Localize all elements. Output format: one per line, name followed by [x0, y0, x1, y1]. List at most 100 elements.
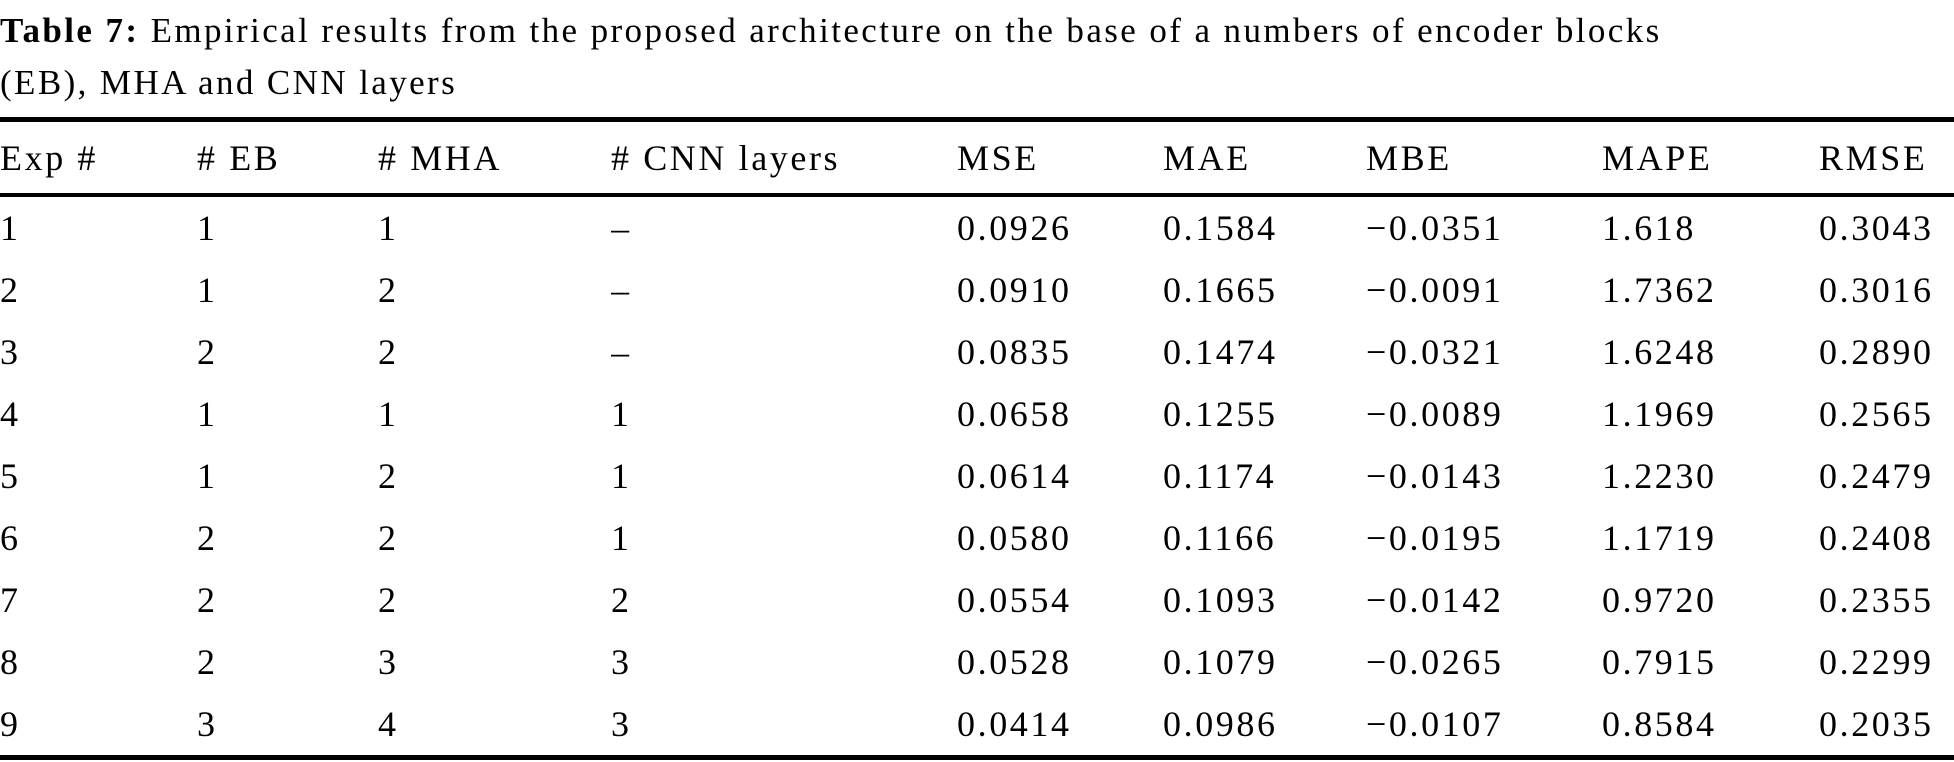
cell-r1-c8: 0.3043 [1819, 208, 1934, 248]
table-row: 6 2 2 1 0.0580 0.1166 −0.0195 1.1719 0.2408 [0, 507, 1954, 569]
column-header-3: # CNN layers [611, 119, 957, 197]
cell-r1-c0: 1 [0, 208, 21, 248]
cell-r8-c7: 0.7915 [1602, 642, 1717, 682]
cell-r6-c3: 1 [611, 518, 632, 558]
cell-r2-c0: 2 [0, 270, 21, 310]
cell-r7-c7: 0.9720 [1602, 580, 1717, 620]
cell-r1-c4: 0.0926 [957, 208, 1072, 248]
cell-r9-c4: 0.0414 [957, 704, 1072, 744]
column-header-5: MAE [1163, 119, 1366, 197]
header-row: Exp # # EB # MHA # CNN layers MSE MAE MBE MAPE R… [0, 119, 1954, 197]
cell-r6-c6: −0.0195 [1366, 518, 1504, 558]
cell-r1-c6: −0.0351 [1366, 208, 1504, 248]
cell-r8-c0: 8 [0, 642, 21, 682]
cell-r4-c2: 1 [378, 394, 399, 434]
cell-r3-c3: – [611, 332, 632, 372]
cell-r3-c2: 2 [378, 332, 399, 372]
cell-r5-c4: 0.0614 [957, 456, 1072, 496]
cell-r4-c1: 1 [197, 394, 218, 434]
cell-r9-c3: 3 [611, 704, 632, 744]
cell-r6-c5: 0.1166 [1163, 518, 1277, 558]
cell-r7-c6: −0.0142 [1366, 580, 1504, 620]
cell-r1-c5: 0.1584 [1163, 208, 1278, 248]
table-row: 8 2 3 3 0.0528 0.1079 −0.0265 0.7915 0.2299 [0, 631, 1954, 693]
column-header-0: Exp # [0, 119, 197, 197]
column-header-2: # MHA [378, 119, 611, 197]
table-row: 4 1 1 1 0.0658 0.1255 −0.0089 1.1969 0.2565 [0, 383, 1954, 445]
cell-r7-c3: 2 [611, 580, 632, 620]
cell-r1-c2: 1 [378, 208, 399, 248]
cell-r2-c5: 0.1665 [1163, 270, 1278, 310]
cell-r8-c5: 0.1079 [1163, 642, 1278, 682]
table-row: 9 3 4 3 0.0414 0.0986 −0.0107 0.8584 0.2035 [0, 693, 1954, 758]
cell-r5-c0: 5 [0, 456, 21, 496]
results-table: Exp # # EB # MHA # CNN layers MSE MAE MBE MAPE R… [0, 117, 1954, 760]
cell-r5-c8: 0.2479 [1819, 456, 1934, 496]
cell-r7-c5: 0.1093 [1163, 580, 1278, 620]
cell-r2-c1: 1 [197, 270, 218, 310]
cell-r4-c5: 0.1255 [1163, 394, 1278, 434]
cell-r7-c8: 0.2355 [1819, 580, 1934, 620]
cell-r5-c7: 1.2230 [1602, 456, 1717, 496]
cell-r6-c1: 2 [197, 518, 218, 558]
cell-r8-c6: −0.0265 [1366, 642, 1504, 682]
cell-r2-c2: 2 [378, 270, 399, 310]
cell-r3-c8: 0.2890 [1819, 332, 1934, 372]
cell-r8-c1: 2 [197, 642, 218, 682]
table-row: 3 2 2 – 0.0835 0.1474 −0.0321 1.6248 0.2890 [0, 321, 1954, 383]
cell-r9-c6: −0.0107 [1366, 704, 1504, 744]
cell-r1-c3: – [611, 208, 632, 248]
cell-r4-c4: 0.0658 [957, 394, 1072, 434]
column-header-4: MSE [957, 119, 1163, 197]
cell-r5-c2: 2 [378, 456, 399, 496]
cell-r9-c2: 4 [378, 704, 399, 744]
table-caption-label: Table 7: [0, 11, 140, 50]
cell-r3-c7: 1.6248 [1602, 332, 1717, 372]
cell-r9-c1: 3 [197, 704, 218, 744]
cell-r6-c0: 6 [0, 518, 21, 558]
cell-r4-c0: 4 [0, 394, 21, 434]
cell-r2-c4: 0.0910 [957, 270, 1072, 310]
cell-r5-c5: 0.1174 [1163, 456, 1277, 496]
cell-r4-c7: 1.1969 [1602, 394, 1717, 434]
column-header-7: MAPE [1602, 119, 1819, 197]
cell-r7-c0: 7 [0, 580, 21, 620]
cell-r9-c7: 0.8584 [1602, 704, 1717, 744]
table-caption-text-line1: Empirical results from the proposed arch… [139, 11, 1662, 50]
table-row: 7 2 2 2 0.0554 0.1093 −0.0142 0.9720 0.2355 [0, 569, 1954, 631]
cell-r9-c0: 9 [0, 704, 21, 744]
cell-r9-c8: 0.2035 [1819, 704, 1934, 744]
table-row: 5 1 2 1 0.0614 0.1174 −0.0143 1.2230 0.2479 [0, 445, 1954, 507]
cell-r3-c5: 0.1474 [1163, 332, 1278, 372]
table-row: 2 1 2 – 0.0910 0.1665 −0.0091 1.7362 0.3016 [0, 259, 1954, 321]
cell-r7-c1: 2 [197, 580, 218, 620]
cell-r2-c6: −0.0091 [1366, 270, 1504, 310]
cell-r3-c1: 2 [197, 332, 218, 372]
table-caption-text-line2: (EB), MHA and CNN layers [0, 63, 458, 102]
cell-r8-c2: 3 [378, 642, 399, 682]
cell-r8-c3: 3 [611, 642, 632, 682]
cell-r1-c7: 1.618 [1602, 208, 1696, 248]
cell-r6-c4: 0.0580 [957, 518, 1072, 558]
cell-r9-c5: 0.0986 [1163, 704, 1278, 744]
cell-r6-c8: 0.2408 [1819, 518, 1934, 558]
column-header-6: MBE [1366, 119, 1602, 197]
cell-r2-c8: 0.3016 [1819, 270, 1934, 310]
cell-r6-c7: 1.1719 [1602, 518, 1717, 558]
cell-r6-c2: 2 [378, 518, 399, 558]
cell-r5-c6: −0.0143 [1366, 456, 1504, 496]
cell-r7-c2: 2 [378, 580, 399, 620]
cell-r8-c8: 0.2299 [1819, 642, 1934, 682]
results-table-body: 1 1 1 – 0.0926 0.1584 −0.0351 1.618 0.3043 2 1 2 – 0.… [0, 195, 1954, 758]
cell-r4-c8: 0.2565 [1819, 394, 1934, 434]
column-header-8: RMSE [1819, 119, 1954, 197]
table-caption: Table 7: Empirical results from the prop… [0, 0, 1954, 109]
cell-r1-c1: 1 [197, 208, 218, 248]
cell-r4-c6: −0.0089 [1366, 394, 1504, 434]
column-header-1: # EB [197, 119, 378, 197]
cell-r5-c1: 1 [197, 456, 218, 496]
cell-r5-c3: 1 [611, 456, 632, 496]
cell-r3-c0: 3 [0, 332, 21, 372]
cell-r3-c4: 0.0835 [957, 332, 1072, 372]
